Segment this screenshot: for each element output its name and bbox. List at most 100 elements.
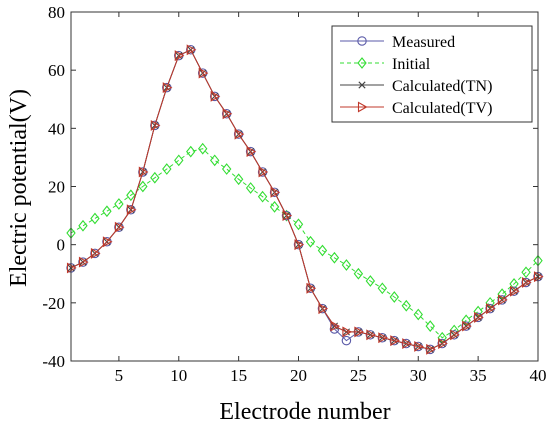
y-axis-label: Electric potential(V) (6, 89, 32, 287)
data-point-triangle (521, 277, 532, 288)
data-point-diamond (317, 244, 328, 257)
data-point-diamond (245, 182, 256, 194)
data-point-triangle (78, 256, 89, 268)
data-point-diamond (357, 57, 367, 69)
data-point-triangle (114, 221, 125, 233)
y-tick-label: -20 (42, 294, 65, 313)
data-point-diamond (521, 266, 531, 279)
data-point-diamond (377, 282, 388, 295)
data-point-diamond (138, 180, 148, 193)
axes: 5 10 15 20 25 30 35 40 -40 -20 0 20 40 60 80 (42, 3, 546, 385)
data-point-diamond (365, 275, 376, 287)
data-point-diamond (293, 218, 304, 231)
data-point-triangle (294, 239, 305, 251)
data-point-diamond (389, 291, 400, 303)
data-point-diamond (485, 296, 495, 309)
data-point-triangle (402, 338, 412, 349)
data-point-diamond (341, 259, 352, 271)
data-point-triangle (258, 166, 269, 178)
data-point-diamond (186, 145, 196, 158)
data-point-diamond (473, 305, 483, 318)
legend-label: Calculated(TV) (392, 100, 492, 117)
y-tick-label: -40 (42, 352, 65, 371)
y-tick-label: 80 (48, 3, 65, 22)
data-point-diamond (353, 267, 364, 280)
x-tick-label: 5 (115, 366, 124, 385)
data-point-triangle (162, 82, 173, 94)
data-point-diamond (437, 331, 447, 344)
data-point-triangle (462, 320, 472, 332)
y-tick-label: 60 (48, 61, 65, 80)
data-point-diamond (174, 154, 184, 167)
data-point-triangle (342, 326, 353, 338)
data-point-triangle (138, 166, 149, 178)
data-point-diamond (305, 235, 316, 248)
legend-item: Measured (340, 34, 455, 51)
x-tick-label: 10 (170, 366, 187, 385)
x-axis-label: Electrode number (219, 399, 390, 425)
data-point-triangle (378, 332, 388, 344)
data-point-triangle (510, 285, 520, 297)
data-point-circle (357, 36, 367, 46)
data-point-triangle (438, 338, 448, 349)
y-tick-label: 40 (48, 119, 65, 138)
data-point-triangle (186, 44, 197, 56)
data-point-x (358, 81, 366, 89)
data-point-diamond (233, 173, 244, 186)
series-line (70, 148, 539, 339)
data-point-diamond (90, 212, 100, 225)
data-point-triangle (306, 282, 317, 294)
data-point-diamond (209, 154, 220, 167)
data-point-triangle (486, 303, 496, 315)
data-point-circle (341, 335, 352, 346)
data-point-triangle (126, 204, 137, 216)
y-tick-label: 0 (57, 236, 66, 255)
data-point-diamond (329, 251, 340, 264)
data-point-triangle (282, 210, 293, 222)
data-point-triangle (414, 341, 424, 352)
data-point-diamond (198, 142, 208, 155)
legend-item: Initial (340, 56, 431, 73)
data-point-diamond (126, 189, 136, 202)
legend-label: Initial (392, 56, 431, 73)
legend-item: Calculated(TV) (340, 100, 492, 117)
data-point-triangle (354, 326, 365, 338)
data-point-triangle (150, 119, 161, 131)
data-point-diamond (102, 205, 112, 218)
data-point-diamond (150, 171, 160, 184)
data-point-triangle (198, 67, 209, 79)
data-point-diamond (425, 320, 435, 332)
data-point-triangle (246, 146, 257, 158)
legend: Measured Initial Calculated(TN) Calculated(… (331, 25, 533, 123)
data-point-diamond (114, 198, 124, 210)
x-tick-label: 40 (530, 366, 547, 385)
x-tick-label: 25 (350, 366, 367, 385)
data-point-triangle (426, 343, 436, 355)
data-point-triangle (102, 236, 113, 248)
y-tick-label: 20 (48, 178, 65, 197)
data-point-triangle (222, 108, 233, 120)
data-point-triangle (174, 50, 185, 62)
data-point-triangle (90, 247, 101, 259)
data-point-triangle (270, 186, 281, 198)
x-tick-label: 30 (410, 366, 427, 385)
data-point-diamond (78, 219, 88, 232)
data-point-triangle (450, 329, 460, 341)
data-point-triangle (357, 101, 368, 113)
series-initial (66, 142, 543, 344)
data-point-diamond (497, 288, 507, 300)
x-tick-label: 15 (230, 366, 247, 385)
x-tick-label: 35 (470, 366, 487, 385)
data-point-triangle (330, 320, 341, 332)
data-point-diamond (413, 308, 423, 321)
data-point-triangle (234, 128, 245, 140)
data-point-circle (329, 324, 340, 334)
data-point-triangle (390, 335, 400, 347)
legend-item: Calculated(TN) (340, 78, 492, 95)
data-point-diamond (461, 314, 471, 327)
data-point-diamond (257, 190, 268, 203)
data-point-diamond (269, 200, 280, 213)
data-point-triangle (210, 90, 221, 102)
data-point-diamond (401, 299, 411, 312)
